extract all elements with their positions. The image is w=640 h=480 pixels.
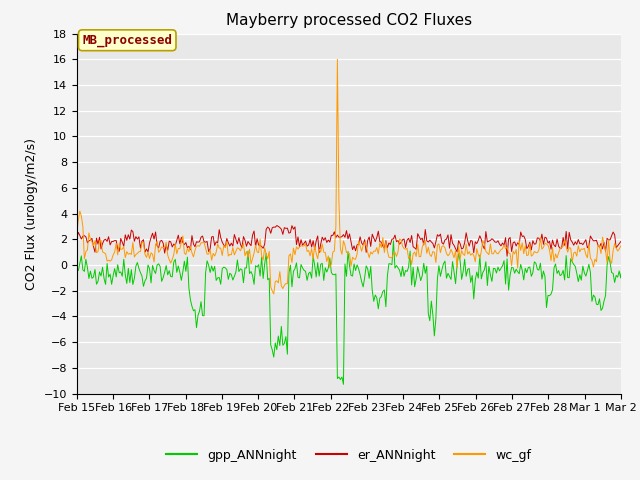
gpp_ANNnight bbox=[390, 238, 397, 244]
Y-axis label: CO2 Flux (urology/m2/s): CO2 Flux (urology/m2/s) bbox=[25, 138, 38, 289]
Line: er_ANNnight: er_ANNnight bbox=[77, 226, 640, 256]
wc_gf bbox=[111, 249, 118, 255]
er_ANNnight bbox=[373, 235, 381, 240]
Line: wc_gf: wc_gf bbox=[77, 60, 640, 294]
er_ANNnight bbox=[73, 236, 81, 241]
er_ANNnight bbox=[503, 253, 511, 259]
gpp_ANNnight bbox=[93, 281, 100, 287]
er_ANNnight bbox=[576, 241, 584, 247]
Title: Mayberry processed CO2 Fluxes: Mayberry processed CO2 Fluxes bbox=[226, 13, 472, 28]
Line: gpp_ANNnight: gpp_ANNnight bbox=[77, 241, 640, 384]
er_ANNnight bbox=[111, 238, 118, 243]
wc_gf bbox=[333, 57, 341, 62]
wc_gf bbox=[490, 251, 497, 257]
er_ANNnight bbox=[488, 236, 496, 241]
gpp_ANNnight bbox=[373, 295, 381, 300]
gpp_ANNnight bbox=[73, 265, 81, 271]
gpp_ANNnight bbox=[340, 382, 348, 387]
wc_gf bbox=[374, 251, 382, 257]
er_ANNnight bbox=[273, 223, 280, 228]
wc_gf bbox=[576, 249, 584, 255]
wc_gf bbox=[93, 250, 100, 255]
wc_gf bbox=[73, 230, 81, 236]
gpp_ANNnight bbox=[576, 272, 584, 277]
gpp_ANNnight bbox=[111, 265, 118, 271]
Text: MB_processed: MB_processed bbox=[82, 34, 172, 47]
er_ANNnight bbox=[93, 235, 100, 241]
wc_gf bbox=[270, 291, 278, 297]
Legend: gpp_ANNnight, er_ANNnight, wc_gf: gpp_ANNnight, er_ANNnight, wc_gf bbox=[161, 444, 536, 467]
gpp_ANNnight bbox=[490, 265, 497, 271]
